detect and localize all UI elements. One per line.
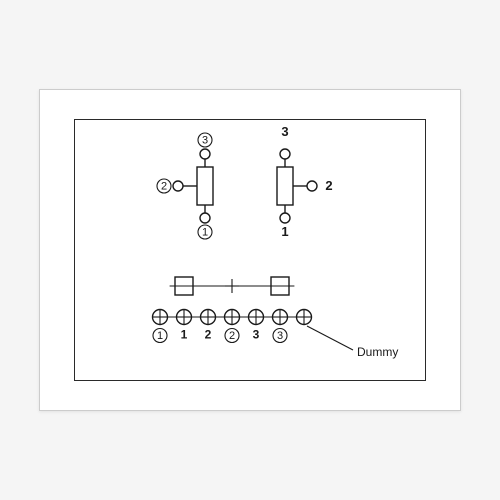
svg-text:2: 2 [325, 178, 332, 193]
svg-text:3: 3 [253, 328, 260, 342]
svg-text:3: 3 [281, 124, 288, 139]
diagram-frame: 3 1 2 3 1 2 1 1 2 2 3 3 Dummy [74, 119, 426, 381]
resistor-right [277, 149, 317, 223]
resistor-left-bottom_terminal-label: 1 [198, 225, 212, 239]
resistor-left-side_terminal-label: 2 [157, 179, 171, 193]
diagram-svg: 3 1 2 3 1 2 1 1 2 2 3 3 Dummy [75, 120, 425, 380]
svg-text:2: 2 [161, 181, 167, 193]
svg-text:1: 1 [157, 330, 163, 342]
svg-text:1: 1 [281, 224, 288, 239]
svg-text:1: 1 [181, 328, 188, 342]
svg-text:2: 2 [229, 330, 235, 342]
dummy-label: Dummy [357, 345, 398, 359]
svg-text:2: 2 [205, 328, 212, 342]
resistor-left-top_terminal-label: 3 [198, 133, 212, 147]
footprint-label-0: 1 [153, 329, 167, 343]
footprint-label-5: 3 [273, 329, 287, 343]
svg-text:1: 1 [202, 227, 208, 239]
svg-text:3: 3 [202, 135, 208, 147]
svg-text:3: 3 [277, 330, 283, 342]
footprint-label-3: 2 [225, 329, 239, 343]
outer-panel: 3 1 2 3 1 2 1 1 2 2 3 3 Dummy [39, 89, 461, 411]
resistor-left [173, 149, 213, 223]
